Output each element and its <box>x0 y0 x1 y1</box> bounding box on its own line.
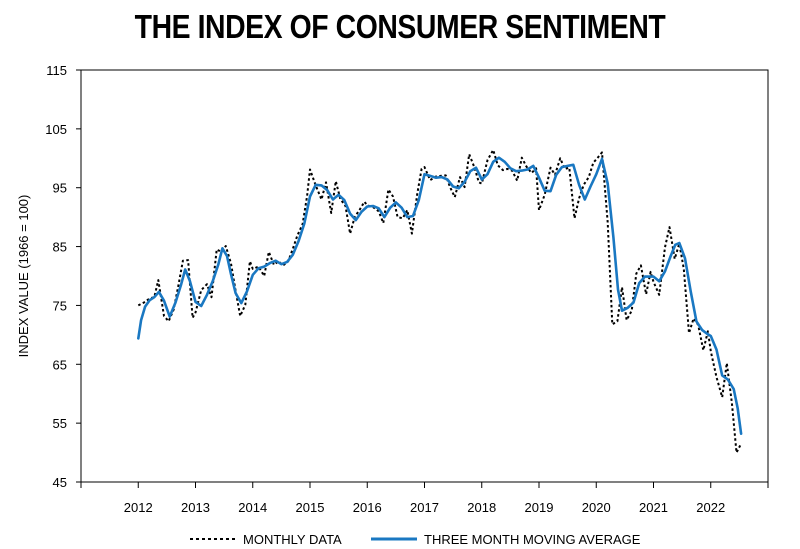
x-tick-label: 2021 <box>639 500 668 515</box>
y-tick-label: 105 <box>45 122 67 137</box>
y-tick-label: 85 <box>53 240 67 255</box>
x-axis-ticks: 2012 2013 2014 2015 2016 2017 2018 2019 2020 2021… <box>80 482 769 515</box>
x-tick-label: 2015 <box>296 500 325 515</box>
y-tick-label: 55 <box>53 416 67 431</box>
x-tick-label: 2014 <box>238 500 267 515</box>
moving-average-line <box>137 156 743 435</box>
y-tick-label: 65 <box>53 357 67 372</box>
chart-title: THE INDEX OF CONSUMER SENTIMENT <box>134 8 666 45</box>
y-tick-label: 75 <box>53 298 67 313</box>
monthly-data-line <box>137 149 742 454</box>
legend-label-monthly-data: MONTHLY DATA <box>243 532 342 547</box>
legend-label-moving-average: THREE MONTH MOVING AVERAGE <box>424 532 641 547</box>
y-tick-label: 45 <box>53 475 67 490</box>
y-axis-label: INDEX VALUE (1966 = 100) <box>16 195 31 358</box>
x-tick-label: 2020 <box>582 500 611 515</box>
x-tick-label: 2016 <box>353 500 382 515</box>
series-lines <box>137 149 743 454</box>
x-tick-label: 2012 <box>124 500 153 515</box>
legend: MONTHLY DATA THREE MONTH MOVING AVERAGE <box>190 532 641 547</box>
x-tick-label: 2022 <box>696 500 725 515</box>
y-tick-label: 95 <box>53 181 67 196</box>
x-tick-label: 2013 <box>181 500 210 515</box>
x-tick-label: 2018 <box>467 500 496 515</box>
x-tick-label: 2019 <box>525 500 554 515</box>
y-tick-label: 115 <box>46 63 67 78</box>
y-axis-ticks: 115 105 95 85 75 65 55 45 <box>45 63 81 490</box>
x-tick-label: 2017 <box>410 500 439 515</box>
